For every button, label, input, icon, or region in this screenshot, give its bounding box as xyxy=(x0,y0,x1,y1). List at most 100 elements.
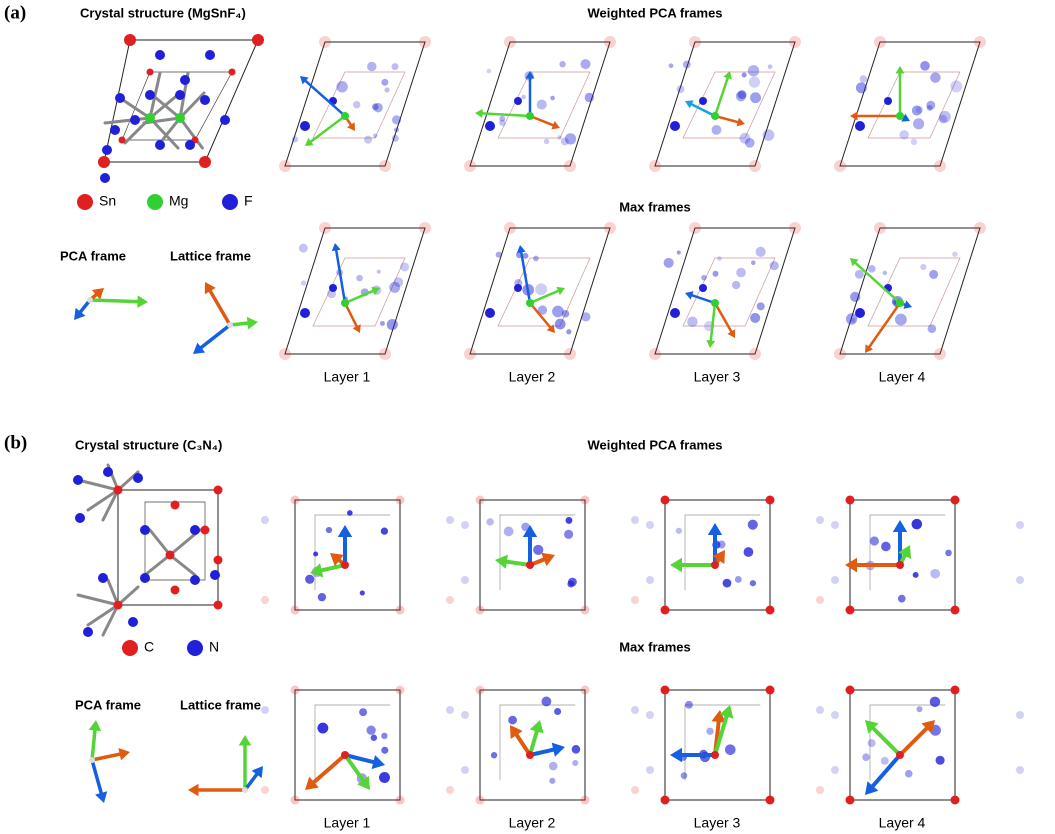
atom xyxy=(486,68,492,74)
atom xyxy=(711,124,722,135)
atom xyxy=(765,685,775,695)
atom xyxy=(834,160,846,172)
atom xyxy=(359,708,368,717)
atom xyxy=(526,751,534,759)
atom xyxy=(717,540,726,549)
atom xyxy=(845,495,855,505)
atom xyxy=(631,516,639,524)
atom xyxy=(631,786,639,794)
atom xyxy=(419,36,431,48)
atom xyxy=(359,590,365,596)
atom xyxy=(867,739,876,748)
atom xyxy=(379,321,385,326)
atom xyxy=(100,173,110,183)
atom xyxy=(911,518,923,530)
arrow-shaft xyxy=(343,301,358,328)
arrow-shaft xyxy=(871,726,902,757)
atom xyxy=(735,90,747,102)
atom xyxy=(580,59,591,70)
arrow-head xyxy=(95,791,108,803)
atom xyxy=(199,156,211,168)
atom xyxy=(521,94,526,100)
atom xyxy=(526,561,534,569)
arrow-head xyxy=(188,783,199,797)
atom xyxy=(395,685,405,695)
atom xyxy=(845,313,858,325)
atom xyxy=(102,145,112,155)
bond xyxy=(101,603,120,637)
cell-edge xyxy=(839,41,981,167)
atom xyxy=(504,36,516,48)
arrow-shaft xyxy=(243,772,259,792)
atom xyxy=(712,270,719,277)
atom xyxy=(572,759,579,767)
atom xyxy=(604,222,616,234)
atom xyxy=(743,547,754,557)
atom xyxy=(367,61,377,72)
atom xyxy=(384,87,390,93)
atom xyxy=(910,138,918,146)
arrow-head xyxy=(706,340,716,348)
atom xyxy=(87,297,93,303)
atom xyxy=(228,68,236,76)
atom xyxy=(882,270,888,276)
arrow-shaft xyxy=(868,301,902,349)
atom xyxy=(896,561,904,569)
atom xyxy=(834,348,846,360)
atom xyxy=(580,605,590,615)
atom xyxy=(646,576,654,584)
atom xyxy=(682,60,691,69)
arrow-head xyxy=(551,121,560,130)
atom xyxy=(687,316,698,328)
atom xyxy=(290,605,300,615)
atom xyxy=(261,596,269,604)
atom xyxy=(210,570,220,580)
atom xyxy=(514,97,522,105)
atom xyxy=(711,751,719,759)
atom xyxy=(894,313,907,326)
cell-edge xyxy=(312,71,406,139)
atom xyxy=(789,36,801,48)
atom xyxy=(816,516,824,524)
atom xyxy=(133,473,143,483)
atom xyxy=(880,756,889,765)
arrow-shaft xyxy=(90,752,122,762)
atom xyxy=(395,495,405,505)
arrow-shaft xyxy=(690,294,717,305)
panel-label: (a) xyxy=(4,2,26,23)
atom xyxy=(755,246,766,257)
arrow-head xyxy=(707,523,723,535)
layer-label: Layer 2 xyxy=(509,815,556,831)
atom xyxy=(329,284,337,292)
atom xyxy=(896,112,904,120)
atom xyxy=(854,269,864,279)
atom xyxy=(920,263,927,271)
atom xyxy=(845,605,855,615)
frame-label: Lattice frame xyxy=(180,697,261,712)
atom xyxy=(446,706,454,714)
atom xyxy=(950,80,963,93)
atom xyxy=(190,525,200,535)
atom xyxy=(737,90,747,100)
atom xyxy=(855,121,865,131)
row-title: Weighted PCA frames xyxy=(587,5,722,20)
arrow-head xyxy=(495,554,508,569)
atom xyxy=(118,136,126,144)
arrow-shaft xyxy=(520,251,532,305)
atom xyxy=(831,521,839,529)
atom xyxy=(279,160,291,172)
atom xyxy=(381,746,389,754)
atom xyxy=(514,284,522,292)
arrow-head xyxy=(522,525,538,537)
atom xyxy=(736,267,746,278)
atom xyxy=(689,222,701,234)
arrow-head xyxy=(895,66,905,74)
atom xyxy=(155,140,165,150)
atom xyxy=(945,549,952,557)
atom xyxy=(490,752,498,759)
panel-label: (b) xyxy=(4,432,27,453)
atom xyxy=(395,605,405,615)
arrow-head xyxy=(719,705,734,719)
atom xyxy=(341,751,349,759)
arrow-head xyxy=(551,742,565,757)
